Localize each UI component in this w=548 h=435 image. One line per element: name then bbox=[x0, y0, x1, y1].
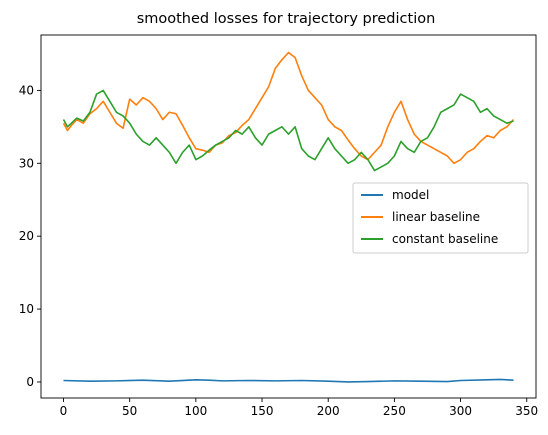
x-tick-label-5: 250 bbox=[383, 404, 406, 418]
plot-area: 0 50 100 150 200 250 300 350 0 10 20 30 40 model linea… bbox=[19, 34, 538, 418]
x-tick-label-1: 50 bbox=[122, 404, 137, 418]
x-tick-label-4: 200 bbox=[317, 404, 340, 418]
x-tick-label-2: 100 bbox=[184, 404, 207, 418]
x-tick-label-0: 0 bbox=[60, 404, 68, 418]
axes-frame bbox=[40, 34, 537, 399]
y-tick-label-1: 10 bbox=[19, 302, 34, 316]
legend-label-1: linear baseline bbox=[392, 210, 480, 224]
series-line-2 bbox=[62, 89, 514, 172]
x-tick-label-3: 150 bbox=[251, 404, 274, 418]
series-line-0 bbox=[63, 378, 514, 383]
legend-label-0: model bbox=[392, 188, 429, 202]
y-tick-label-0: 0 bbox=[26, 375, 34, 389]
series-line-1 bbox=[62, 51, 515, 165]
legend-box bbox=[352, 182, 529, 254]
y-tick-label-4: 40 bbox=[19, 83, 34, 97]
chart-title: smoothed losses for trajectory predictio… bbox=[137, 11, 436, 27]
legend: model linear baseline constant baseline bbox=[352, 182, 529, 254]
y-tick-label-2: 20 bbox=[19, 229, 34, 243]
legend-label-2: constant baseline bbox=[392, 232, 498, 246]
x-tick-label-7: 350 bbox=[515, 404, 538, 418]
x-tick-label-6: 300 bbox=[449, 404, 472, 418]
y-tick-label-3: 30 bbox=[19, 156, 34, 170]
